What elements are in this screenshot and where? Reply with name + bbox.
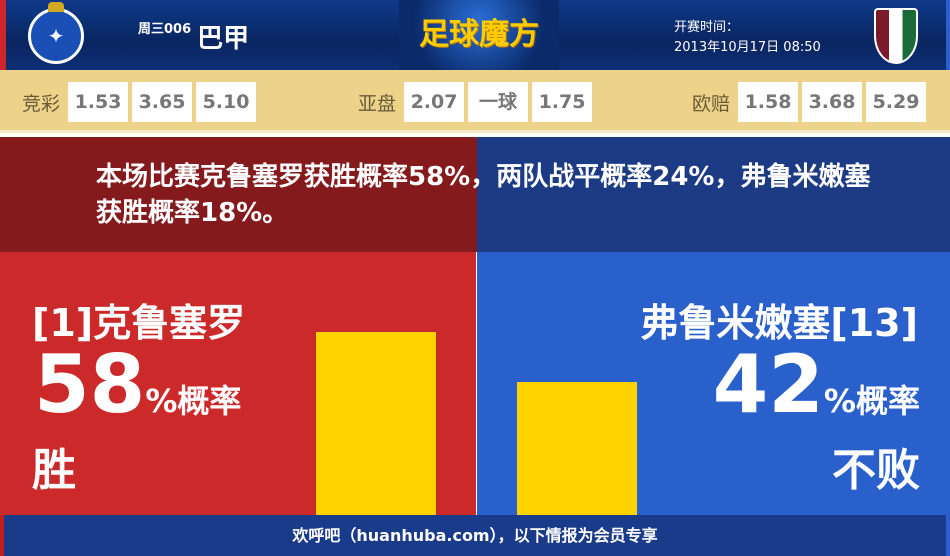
percent-suffix: %概率 xyxy=(145,382,242,420)
home-percent: 58 xyxy=(34,338,146,431)
odds-value: 5.10 xyxy=(196,82,257,122)
match-header: ✦ 周三006 巴甲 足球魔方 开赛时间： 2013年10月17日 08:50 xyxy=(0,0,950,70)
away-team-logo xyxy=(874,8,918,64)
summary-text: 本场比赛克鲁塞罗获胜概率58%，两队战平概率24%，弗鲁米嫩塞获胜概率18%。 xyxy=(96,162,871,228)
footer-banner: 欢呼吧（huanhuba.com），以下情报为会员专享 xyxy=(0,515,950,556)
crown-icon xyxy=(48,2,64,12)
kickoff-value: 2013年10月17日 08:50 xyxy=(674,40,821,55)
home-panel: [1]克鲁塞罗 58%概率 胜 xyxy=(0,252,476,515)
odds-value: 1.75 xyxy=(532,82,593,122)
away-panel: 弗鲁米嫩塞[13] 42%概率 不败 xyxy=(477,252,950,515)
away-probability-bar xyxy=(517,382,637,515)
percent-suffix: %概率 xyxy=(823,382,920,420)
odds-value: 3.65 xyxy=(132,82,193,122)
home-team-name: [1]克鲁塞罗 xyxy=(32,301,246,345)
odds-yapan: 亚盘 2.07 一球 1.75 xyxy=(358,82,593,122)
league-name: 巴甲 xyxy=(197,24,250,54)
odds-label: 亚盘 xyxy=(358,92,397,115)
odds-value: 1.53 xyxy=(68,82,129,122)
odds-bar: 竞彩 1.53 3.65 5.10 亚盘 2.07 一球 1.75 欧赔 1.5… xyxy=(0,70,950,133)
odds-value: 5.29 xyxy=(866,82,927,122)
home-team-logo: ✦ xyxy=(28,8,84,64)
odds-jingcai: 竞彩 1.53 3.65 5.10 xyxy=(22,82,257,122)
kickoff-time: 开赛时间： 2013年10月17日 08:50 xyxy=(674,18,821,58)
odds-label: 竞彩 xyxy=(22,92,61,115)
away-percent: 42 xyxy=(712,338,824,431)
prediction-summary: 本场比赛克鲁塞罗获胜概率58%，两队战平概率24%，弗鲁米嫩塞获胜概率18%。 xyxy=(0,137,950,252)
brand-logo: 足球魔方 xyxy=(399,0,559,70)
match-number: 周三006 xyxy=(138,22,192,37)
match-info: 周三006 巴甲 xyxy=(138,18,249,55)
odds-oupei: 欧赔 1.58 3.68 5.29 xyxy=(692,82,927,122)
away-team-name: 弗鲁米嫩塞[13] xyxy=(640,301,918,345)
kickoff-label: 开赛时间： xyxy=(674,20,740,35)
home-result: 胜 xyxy=(32,445,76,496)
away-result: 不败 xyxy=(832,445,920,496)
odds-value: 2.07 xyxy=(404,82,465,122)
home-probability-bar xyxy=(316,331,436,515)
odds-value: 一球 xyxy=(468,82,529,122)
odds-value: 1.58 xyxy=(738,82,799,122)
away-probability: 42%概率 xyxy=(713,338,920,431)
home-probability: 58%概率 xyxy=(34,338,241,431)
odds-value: 3.68 xyxy=(802,82,863,122)
odds-label: 欧赔 xyxy=(692,92,731,115)
